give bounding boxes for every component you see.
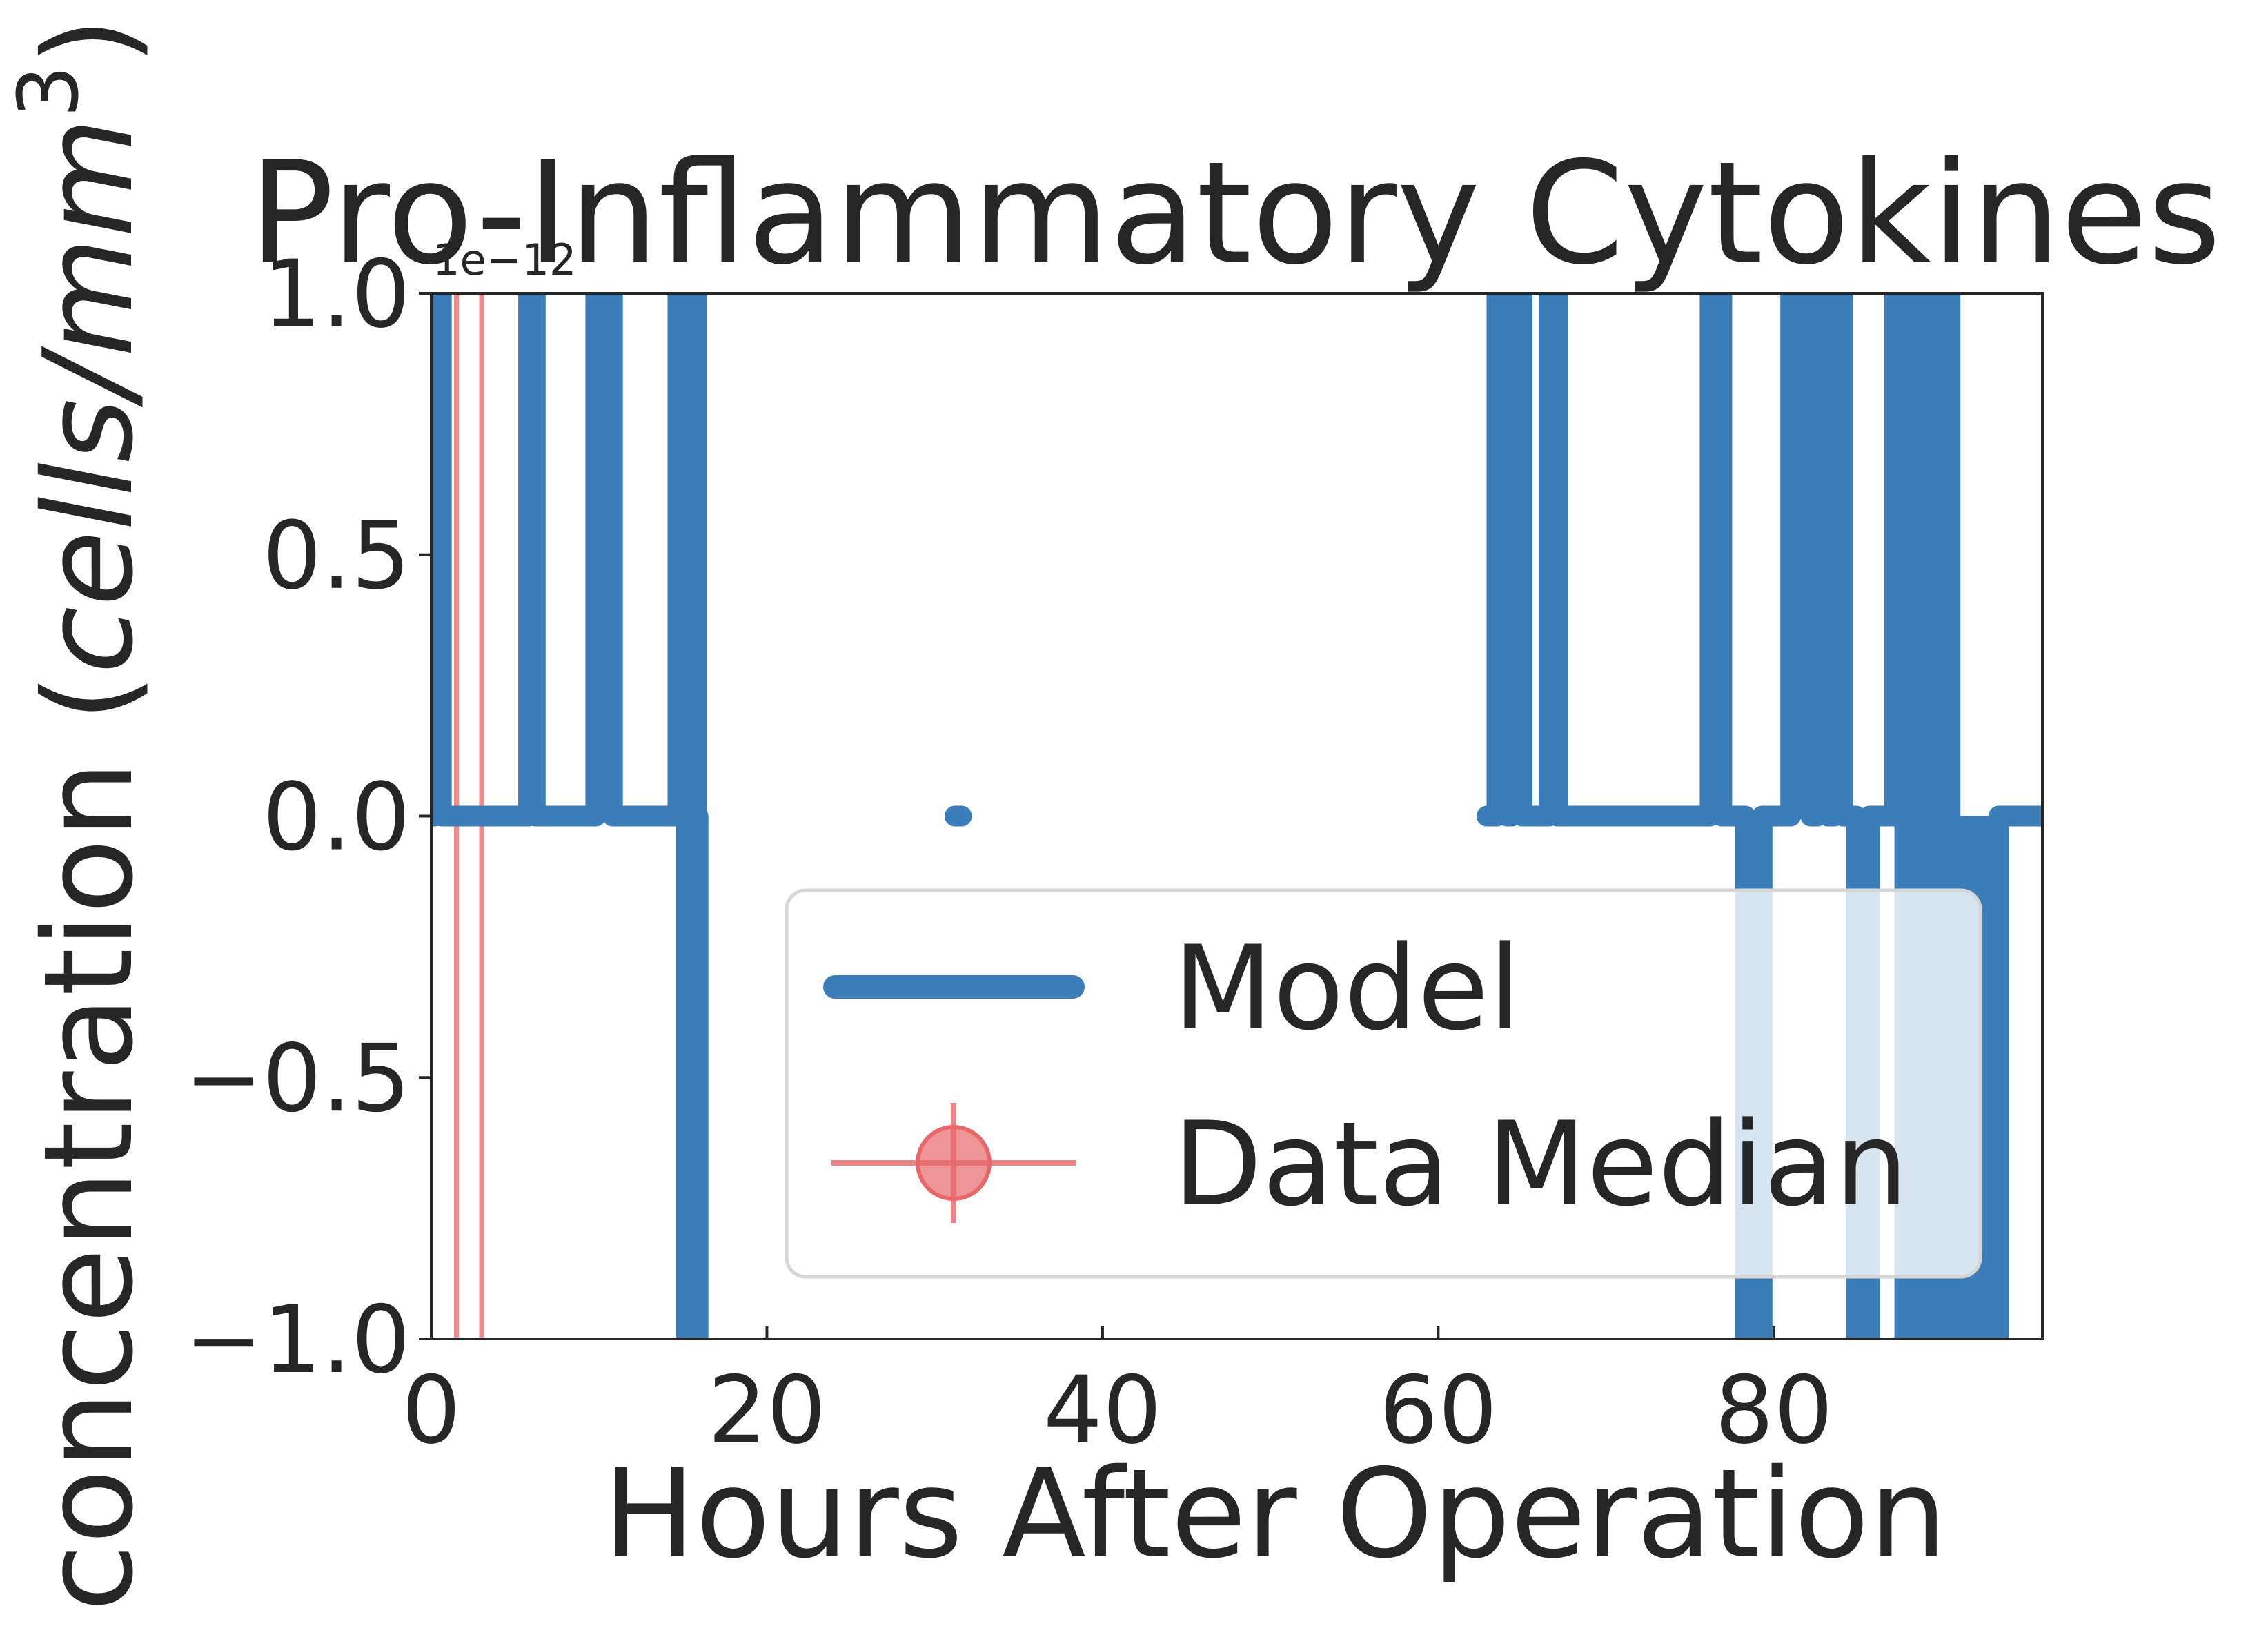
y-axis-label-close: ) [17, 17, 160, 65]
x-tick-label: 40 [1043, 1356, 1162, 1465]
y-axis-label-unit: cells/mm [17, 118, 160, 674]
y-tick-label: 1.0 [262, 240, 411, 349]
legend: Model Data Median [785, 888, 1982, 1279]
legend-box [785, 888, 1982, 1279]
y-tick-label: 0.0 [262, 763, 411, 872]
y-offset-text: 1e−12 [433, 235, 576, 285]
y-axis-label: concentration (cells/mm3) [1, 17, 160, 1612]
legend-data-median-label: Data Median [1173, 1097, 1909, 1232]
y-tick-label: −0.5 [184, 1024, 411, 1133]
x-tick-label: 20 [708, 1356, 827, 1465]
chart-title: Pro-Inflammatory Cytokines [249, 132, 2222, 296]
y-tick-label: 0.5 [262, 502, 411, 610]
legend-model-label: Model [1173, 921, 1521, 1056]
y-axis-label-text: concentration ( [17, 674, 160, 1612]
svg-text:concentration (cells/mm3): concentration (cells/mm3) [1, 17, 160, 1612]
x-axis-label: Hours After Operation [603, 1442, 1947, 1585]
x-tick-label: 0 [402, 1356, 461, 1465]
x-tick-label: 60 [1379, 1356, 1497, 1465]
model-line [431, 293, 2042, 1339]
x-tick-label: 80 [1715, 1356, 1833, 1465]
legend-data-median-swatch [831, 1103, 1076, 1223]
y-tick-label: −1.0 [184, 1286, 411, 1394]
y-axis-label-exp: 3 [1, 65, 97, 117]
axes: 0 20 40 60 80 −1.0 −0.5 0.0 0.5 1.0 [184, 240, 2044, 1465]
